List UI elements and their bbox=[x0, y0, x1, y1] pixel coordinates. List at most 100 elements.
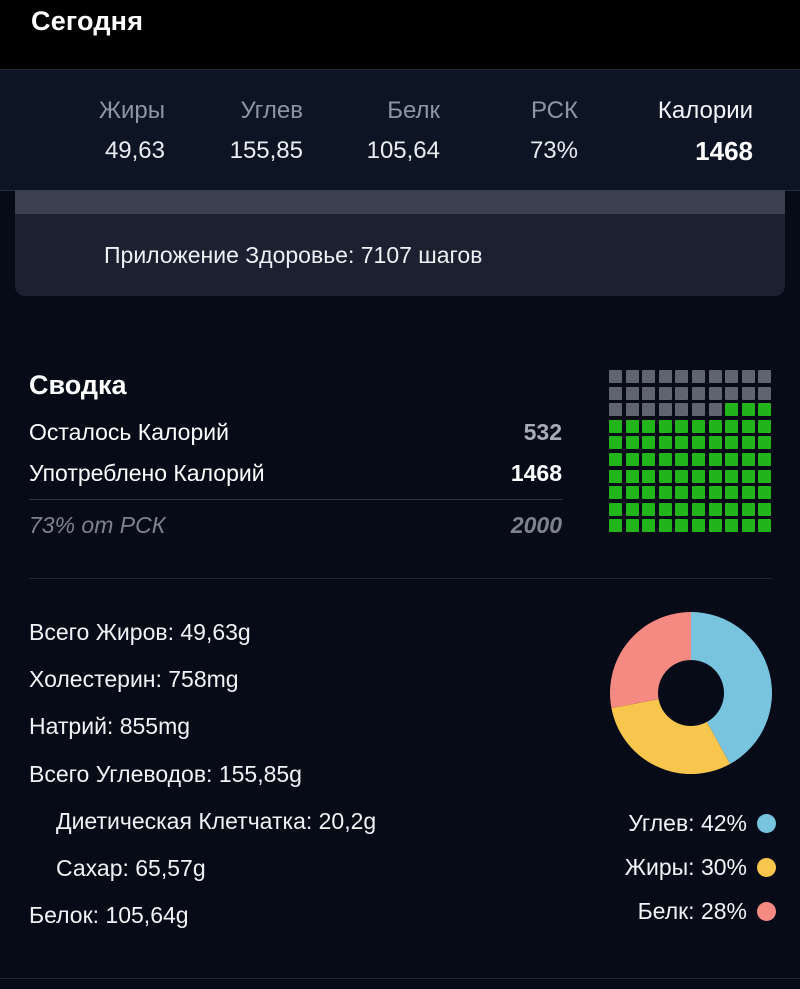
waffle-cell-empty bbox=[725, 386, 739, 400]
waffle-cell-filled bbox=[675, 486, 689, 500]
waffle-cell-empty bbox=[609, 386, 622, 400]
macro-protein-value: 105,64 bbox=[366, 137, 440, 164]
waffle-cell-filled bbox=[675, 436, 689, 450]
macro-rsk: РСК 73% bbox=[530, 96, 578, 166]
waffle-cell-filled bbox=[658, 436, 672, 450]
top-bar: Сегодня bbox=[0, 0, 800, 69]
waffle-cell-filled bbox=[741, 436, 755, 450]
waffle-cell-filled bbox=[609, 486, 622, 500]
waffle-cell-empty bbox=[658, 403, 672, 417]
waffle-cell-filled bbox=[691, 452, 705, 466]
legend-item-fat: Жиры: 30% bbox=[625, 854, 776, 881]
macro-protein: Белк 105,64 bbox=[367, 96, 440, 166]
waffle-cell-empty bbox=[642, 386, 656, 400]
waffle-cell-filled bbox=[758, 403, 772, 417]
protein-color-dot bbox=[757, 902, 776, 921]
waffle-cell-filled bbox=[741, 519, 755, 533]
macro-rsk-value: 73% bbox=[529, 137, 578, 164]
waffle-cell-filled bbox=[708, 419, 722, 433]
waffle-cell-filled bbox=[642, 452, 656, 466]
waffle-cell-filled bbox=[691, 436, 705, 450]
nutrient-total-fat: Всего Жиров: 49,63g bbox=[29, 619, 251, 645]
legend-item-protein: Белк: 28% bbox=[638, 898, 776, 925]
waffle-cell-empty bbox=[642, 370, 656, 383]
waffle-cell-empty bbox=[708, 403, 722, 417]
divider bbox=[29, 578, 772, 579]
waffle-cell-filled bbox=[741, 403, 755, 417]
nutrient-dietary-fiber: Диетическая Клетчатка: 20,2g bbox=[56, 808, 377, 834]
rsk-percent-label: 73% от РСК bbox=[29, 512, 166, 538]
macro-carbs-label: Углев bbox=[240, 97, 304, 124]
waffle-cell-filled bbox=[642, 519, 656, 533]
waffle-cell-empty bbox=[725, 370, 739, 383]
waffle-cell-filled bbox=[758, 519, 772, 533]
waffle-cell-filled bbox=[625, 452, 639, 466]
waffle-cell-filled bbox=[625, 519, 639, 533]
legend-protein-label: Белк: 28% bbox=[637, 898, 747, 924]
waffle-cell-filled bbox=[675, 502, 689, 516]
remaining-calories-label: Осталось Калорий bbox=[29, 419, 229, 445]
waffle-cell-filled bbox=[658, 486, 672, 500]
macro-protein-label: Белк bbox=[387, 97, 440, 124]
health-app-card[interactable]: Приложение Здоровье: 7107 шагов bbox=[15, 190, 785, 296]
waffle-cell-filled bbox=[708, 519, 722, 533]
waffle-cell-filled bbox=[725, 469, 739, 483]
macro-calories-value: 1468 bbox=[695, 136, 753, 166]
waffle-cell-empty bbox=[642, 403, 656, 417]
waffle-cell-filled bbox=[691, 419, 705, 433]
nutrient-protein: Белок: 105,64g bbox=[29, 902, 189, 928]
waffle-cell-filled bbox=[708, 502, 722, 516]
health-steps-text: Приложение Здоровье: 7107 шагов bbox=[104, 242, 483, 268]
bottom-divider bbox=[0, 978, 800, 979]
waffle-cell-empty bbox=[758, 386, 772, 400]
waffle-cell-empty bbox=[675, 403, 689, 417]
waffle-cell-filled bbox=[708, 486, 722, 500]
waffle-cell-filled bbox=[691, 469, 705, 483]
waffle-cell-empty bbox=[691, 386, 705, 400]
nutrient-total-carbs: Всего Углеводов: 155,85g bbox=[29, 761, 302, 787]
waffle-cell-filled bbox=[625, 436, 639, 450]
macro-calories: Калории 1468 bbox=[658, 96, 753, 166]
waffle-cell-filled bbox=[741, 486, 755, 500]
donut-slice-fat bbox=[611, 699, 731, 774]
waffle-cell-filled bbox=[741, 469, 755, 483]
waffle-cell-filled bbox=[725, 436, 739, 450]
remaining-calories-value: 532 bbox=[523, 419, 562, 445]
waffle-cell-empty bbox=[625, 403, 639, 417]
waffle-cell-filled bbox=[758, 436, 772, 450]
waffle-cell-filled bbox=[691, 519, 705, 533]
waffle-cell-empty bbox=[691, 403, 705, 417]
summary-title: Сводка bbox=[29, 370, 127, 400]
waffle-cell-empty bbox=[658, 370, 672, 383]
waffle-cell-filled bbox=[658, 519, 672, 533]
waffle-cell-filled bbox=[708, 469, 722, 483]
nutrient-cholesterol: Холестерин: 758mg bbox=[29, 666, 239, 692]
waffle-cell-empty bbox=[708, 386, 722, 400]
waffle-cell-filled bbox=[642, 486, 656, 500]
waffle-cell-filled bbox=[725, 519, 739, 533]
waffle-cell-filled bbox=[758, 419, 772, 433]
consumed-calories-label: Употреблено Калорий bbox=[29, 460, 265, 486]
waffle-cell-filled bbox=[609, 519, 622, 533]
waffle-cell-empty bbox=[609, 370, 622, 383]
waffle-cell-empty bbox=[758, 370, 772, 383]
waffle-cell-empty bbox=[625, 370, 639, 383]
waffle-cell-filled bbox=[725, 502, 739, 516]
nutrient-sugar: Сахар: 65,57g bbox=[56, 855, 206, 881]
waffle-cell-filled bbox=[609, 469, 622, 483]
fat-color-dot bbox=[757, 858, 776, 877]
waffle-cell-filled bbox=[675, 452, 689, 466]
waffle-cell-filled bbox=[691, 502, 705, 516]
waffle-cell-filled bbox=[642, 419, 656, 433]
waffle-cell-filled bbox=[725, 452, 739, 466]
waffle-cell-filled bbox=[758, 469, 772, 483]
divider bbox=[29, 499, 562, 500]
waffle-cell-filled bbox=[691, 486, 705, 500]
legend-item-carbs: Углев: 42% bbox=[628, 810, 776, 837]
macro-calories-label: Калории bbox=[657, 97, 753, 124]
waffle-cell-filled bbox=[642, 502, 656, 516]
waffle-cell-filled bbox=[725, 403, 739, 417]
macro-carbs: Углев 155,85 bbox=[230, 96, 303, 166]
macro-donut-chart bbox=[610, 612, 772, 774]
waffle-cell-empty bbox=[741, 370, 755, 383]
